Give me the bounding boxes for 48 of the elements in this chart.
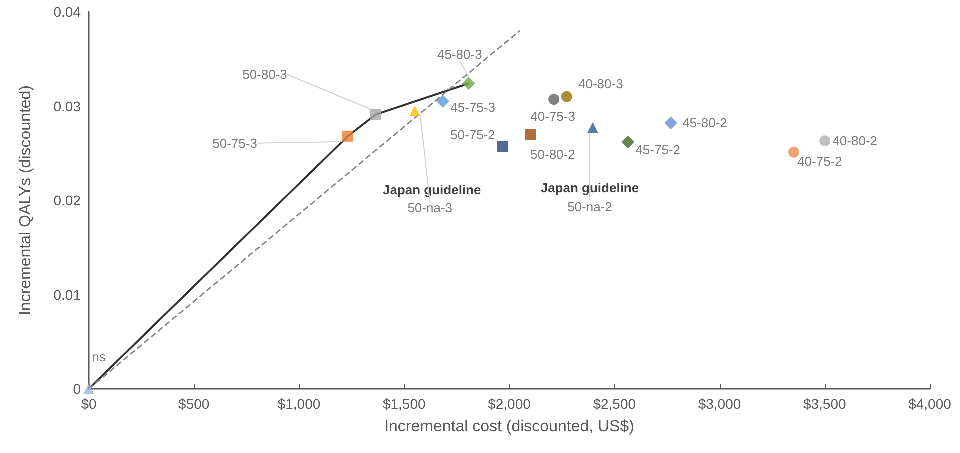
- series-label: 40-80-3: [578, 76, 624, 92]
- x-tick-label: $500: [178, 396, 210, 412]
- point: [370, 109, 382, 120]
- series-label: 40-80-2: [832, 134, 878, 149]
- x-axis-title: Incremental cost (discounted, US$): [384, 418, 634, 436]
- point: [664, 116, 678, 130]
- y-tick-label: 0.02: [54, 192, 82, 208]
- point: [497, 141, 508, 152]
- x-tick-label: $0: [81, 396, 97, 412]
- annotation: Japan guideline: [382, 182, 482, 198]
- x-tick-label: $1,000: [278, 396, 321, 412]
- series-label: 50-80-2: [530, 147, 576, 162]
- y-tick-label: 0.01: [54, 286, 82, 303]
- x-tick-label: $4,000: [908, 396, 952, 412]
- series-label: 45-75-3: [450, 100, 496, 116]
- text: 50-80-3: [242, 67, 288, 82]
- x-tick-label: $2,500: [593, 396, 636, 412]
- point: [548, 94, 560, 106]
- point: [342, 130, 354, 142]
- series-label: 45-80-2: [682, 116, 728, 131]
- text: 50-75-3: [212, 136, 258, 151]
- point: [622, 136, 635, 149]
- x-tick-label: $1,500: [382, 396, 426, 412]
- point: [436, 95, 450, 108]
- x-tick-label: $2,000: [488, 396, 532, 412]
- point: [820, 136, 831, 147]
- x-tick-label: $3,500: [803, 396, 846, 412]
- annotation: Japan guideline: [540, 180, 640, 196]
- text: 50-na-2: [568, 199, 612, 214]
- point: [410, 105, 421, 116]
- point: [462, 77, 476, 90]
- x-tick-label: $3,000: [698, 396, 742, 412]
- text: 50-na-3: [408, 200, 453, 216]
- series-label: 45-75-2: [636, 142, 680, 158]
- point: [788, 146, 800, 158]
- series-label: 40-75-3: [530, 109, 576, 124]
- series-label: 40-75-2: [798, 154, 842, 169]
- y-axis-title: Incremental QALYs (discounted): [18, 85, 34, 316]
- point: [525, 129, 536, 140]
- y-tick-label: 0.04: [54, 4, 82, 20]
- point: [587, 122, 598, 134]
- series-label: ns: [92, 350, 106, 364]
- point: [561, 91, 572, 102]
- series-label: 50-75-2: [450, 127, 496, 142]
- y-tick-label: 0.03: [54, 98, 82, 114]
- series-label: 45-80-3: [438, 47, 482, 62]
- y-tick-label: 0: [73, 381, 82, 397]
- point: [84, 384, 94, 394]
